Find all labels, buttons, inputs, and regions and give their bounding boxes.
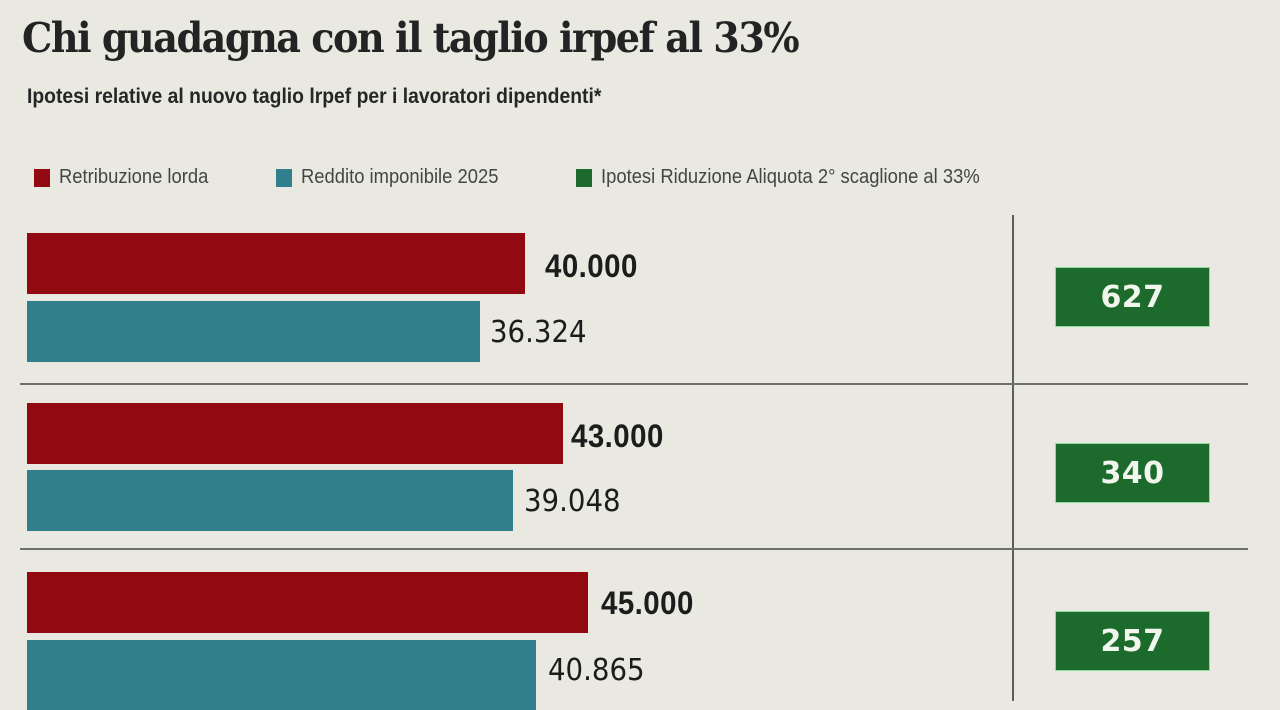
saving-value-row-1: 627: [1100, 279, 1165, 315]
chart-subtitle: Ipotesi relative al nuovo taglio lrpef p…: [27, 85, 602, 108]
legend-swatch-taxable: [276, 168, 292, 187]
bar-gross-row-3: [27, 572, 588, 633]
value-gross-row-1: 40.000: [545, 248, 638, 284]
legend-label: Retribuzione lorda: [59, 166, 209, 188]
saving-box-row-3: 257: [1056, 612, 1209, 670]
chart-title: Chi guadagna con il taglio irpef al 33%: [22, 14, 800, 62]
value-taxable-row-3: 40.865: [548, 653, 645, 688]
legend-swatch-saving: [576, 168, 592, 187]
legend-item-taxable: Reddito imponibile 2025: [276, 166, 559, 189]
bar-taxable-row-3: [27, 640, 536, 710]
bar-taxable-row-2: [27, 470, 513, 531]
legend-item-gross: Retribuzione lorda: [34, 166, 259, 189]
legend-label: Ipotesi Riduzione Aliquota 2° scaglione …: [601, 166, 980, 188]
saving-box-row-2: 340: [1056, 444, 1209, 502]
value-taxable-row-2: 39.048: [524, 484, 621, 519]
row-separator: [20, 548, 1248, 550]
value-gross-row-2: 43.000: [571, 418, 664, 454]
bar-taxable-row-1: [27, 301, 480, 362]
chart-legend: Retribuzione lorda Reddito imponibile 20…: [34, 166, 1118, 189]
bar-gross-row-2: [27, 403, 563, 464]
value-taxable-row-1: 36.324: [490, 315, 587, 350]
value-gross-row-3: 45.000: [601, 585, 694, 621]
legend-swatch-gross: [34, 168, 50, 187]
column-divider: [1012, 215, 1014, 701]
bar-gross-row-1: [27, 233, 525, 294]
saving-box-row-1: 627: [1056, 268, 1209, 326]
legend-label: Reddito imponibile 2025: [301, 166, 499, 188]
saving-value-row-2: 340: [1100, 455, 1165, 491]
legend-item-saving: Ipotesi Riduzione Aliquota 2° scaglione …: [576, 166, 1101, 189]
row-separator: [20, 383, 1248, 385]
saving-value-row-3: 257: [1100, 623, 1165, 659]
